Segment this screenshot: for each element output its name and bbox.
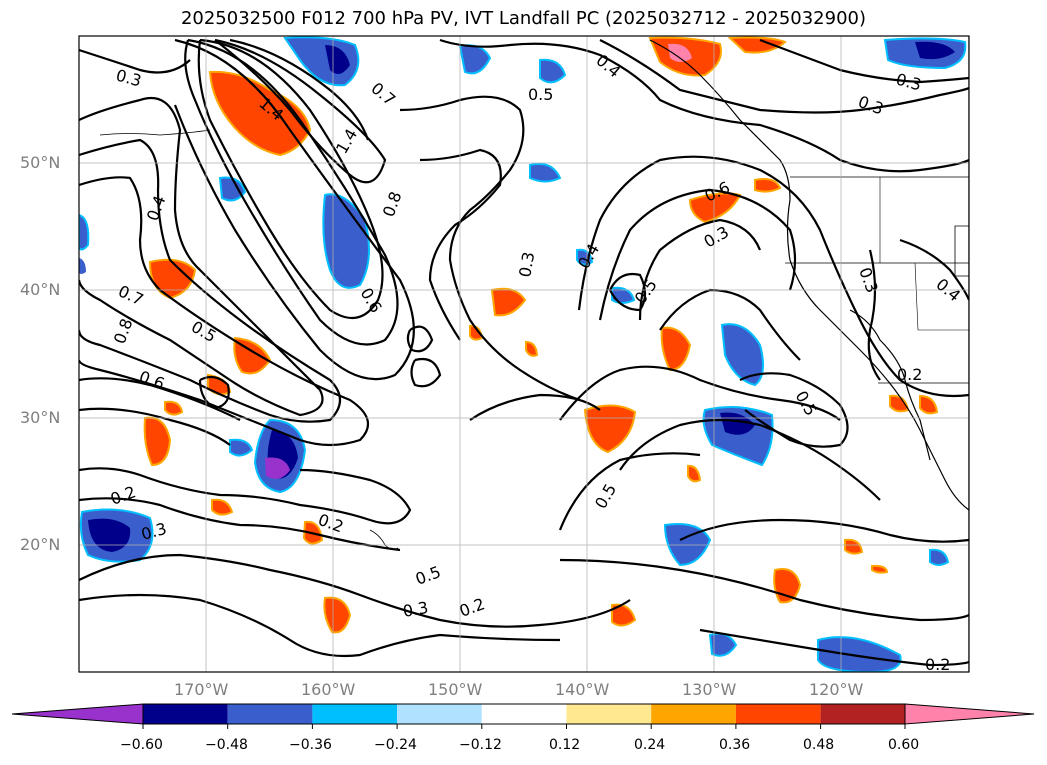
lat-label-20n: 20°N [20, 535, 61, 554]
lon-label-130w: 130°W [682, 680, 737, 699]
contour-label: 0.3 [701, 222, 733, 251]
contour-label: 0.3 [855, 265, 882, 295]
contour-label: 0.3 [856, 92, 886, 119]
colorbar-tick: −0.60 [120, 737, 163, 753]
lat-label-50n: 50°N [20, 153, 61, 172]
map-plot-area: 0.3 1.4 0.7 0.5 0.4 1.4 0.8 0.4 0.3 0.6 … [79, 36, 969, 674]
lon-label-160w: 160°W [301, 680, 356, 699]
colorbar-tick: −0.36 [289, 737, 332, 753]
colorbar-segment [397, 704, 482, 724]
colorbar-tick: −0.12 [459, 737, 502, 753]
colorbar-segment [143, 704, 228, 724]
contour-label: 0.8 [379, 189, 406, 219]
colorbar-segment [227, 704, 313, 724]
contour-label: 0.5 [792, 388, 821, 420]
contour-label: 0.7 [367, 79, 399, 110]
contour-label: 0.4 [143, 193, 170, 223]
contour-label: 0.2 [897, 365, 922, 384]
colorbar-tick: 0.12 [549, 737, 581, 753]
contour-label: 0.2 [108, 482, 138, 509]
contour-label: 0.5 [413, 562, 443, 589]
plot-frame [78, 35, 970, 673]
colorbar-segment [566, 704, 652, 724]
colorbar-segment [820, 704, 905, 724]
contour-label: 0.3 [401, 598, 429, 621]
coastlines [99, 36, 969, 672]
colorbar-segment [735, 704, 821, 724]
colorbar-min-extend [11, 703, 144, 725]
lon-label-140w: 140°W [555, 680, 610, 699]
colorbar-tick: 0.36 [719, 737, 751, 753]
colorbar-frame [142, 703, 906, 725]
lon-label-150w: 150°W [428, 680, 483, 699]
colorbar [11, 703, 1035, 729]
contour-label: 0.5 [631, 276, 661, 308]
lat-label-30n: 30°N [20, 408, 61, 427]
contour-label: 0.5 [188, 317, 220, 346]
colorbar-segment [651, 704, 736, 724]
pv-contours [79, 38, 969, 667]
graticule [79, 36, 969, 672]
contour-label: 0.4 [932, 275, 964, 306]
colorbar-tick: −0.48 [205, 737, 248, 753]
colorbar-segment [312, 704, 398, 724]
contour-label: 0.3 [894, 70, 924, 95]
contour-label: 0.4 [592, 51, 624, 82]
contour-label: 0.4 [574, 240, 603, 272]
colorbar-tick: 0.48 [803, 737, 835, 753]
colorbar-max-extend [904, 703, 1035, 725]
colorbar-segment [481, 704, 567, 724]
negative-anomaly-shading [79, 36, 967, 672]
colorbar-tick: −0.24 [374, 737, 417, 753]
colorbar-tick: 0.60 [888, 737, 920, 753]
map-title: 2025032500 F012 700 hPa PV, IVT Landfall… [180, 8, 867, 29]
contour-label: 0.2 [925, 655, 950, 674]
lon-label-120w: 120°W [809, 680, 864, 699]
contour-label: 0.7 [115, 281, 146, 309]
contour-label: 0.5 [528, 85, 553, 104]
contour-label: 0.2 [457, 594, 487, 621]
colorbar-tick: 0.24 [634, 737, 666, 753]
lat-label-40n: 40°N [20, 280, 61, 299]
contour-label: 0.5 [591, 480, 620, 512]
lon-label-170w: 170°W [174, 680, 229, 699]
contour-label: 0.3 [515, 250, 538, 278]
